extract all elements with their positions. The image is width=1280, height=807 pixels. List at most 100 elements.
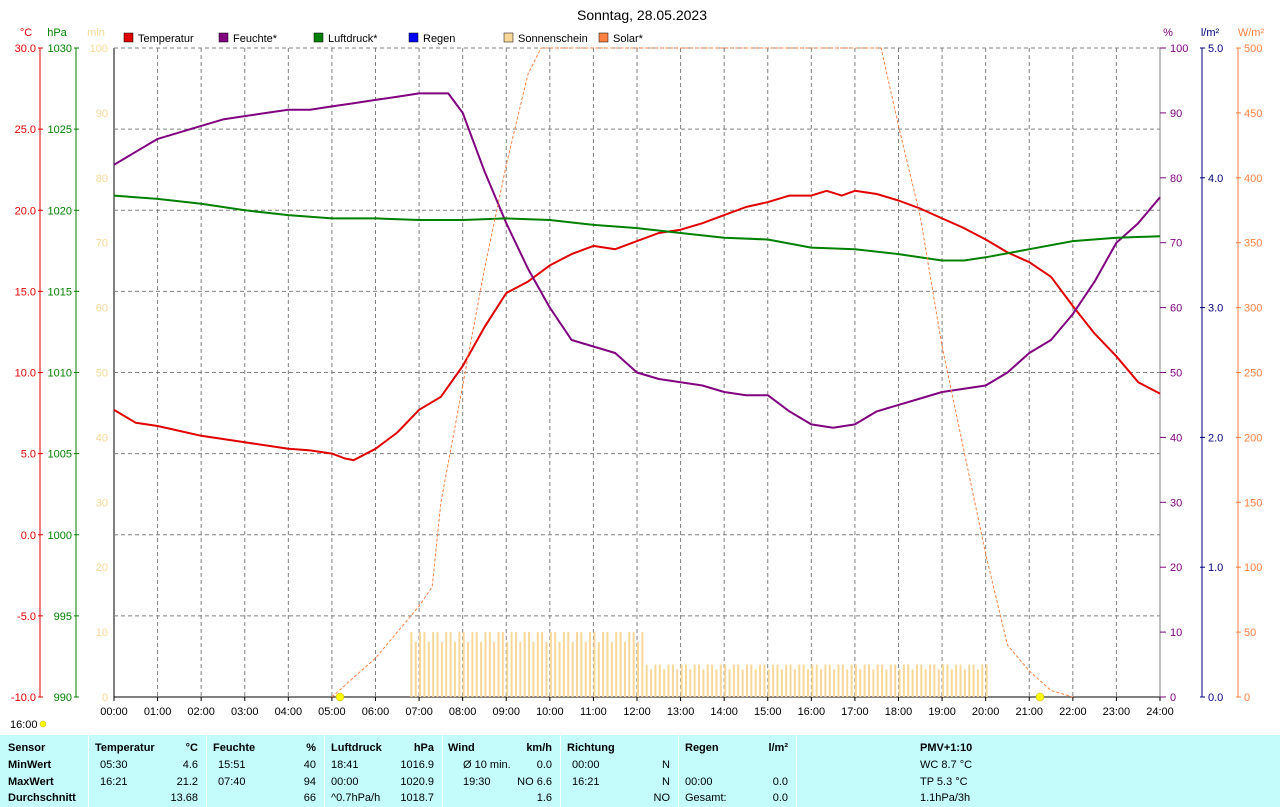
sunshine-bar — [567, 632, 570, 697]
sunshine-bar — [676, 669, 679, 697]
sunshine-bar — [985, 664, 988, 697]
legend-swatch-sonnenschein — [503, 32, 514, 43]
header-wind: Wind — [448, 742, 475, 754]
sunshine-bar — [445, 632, 448, 697]
humidity-tick-label: 50 — [1170, 368, 1182, 380]
solar-tick-label: 100 — [1244, 562, 1262, 574]
plot-grid — [113, 47, 1161, 698]
x-tick-label: 17:00 — [841, 706, 869, 718]
sunshine-bar — [859, 669, 862, 697]
solar-tick-label: 300 — [1244, 303, 1262, 315]
header-richtung: Richtung — [567, 742, 615, 754]
sunshine-bar — [493, 641, 496, 697]
stat-dir-time: 16:21 — [572, 776, 600, 788]
sunshine-bar — [584, 641, 587, 697]
pressure-tick-label: 1000 — [48, 530, 72, 542]
sunshine-bar — [528, 632, 531, 697]
sunshine-bar — [641, 632, 644, 697]
sunshine-bar — [924, 669, 927, 697]
x-tick-label: 06:00 — [362, 706, 390, 718]
unit-pressure: hPa — [47, 27, 67, 39]
humidity-tick-label: 20 — [1170, 562, 1182, 574]
humidity-tick-label: 0 — [1170, 692, 1176, 704]
sunshine-bar — [759, 664, 762, 697]
stat-dir-val: N — [662, 759, 670, 771]
legend-label-feuchte: Feuchte* — [233, 33, 278, 45]
x-tick-label: 05:00 — [318, 706, 346, 718]
stat-wind-val: 1.6 — [536, 792, 552, 804]
sunrise-icon — [335, 692, 345, 702]
header-regen: Regen — [685, 742, 719, 754]
sunshine-bar — [597, 641, 600, 697]
sunshine-bar — [449, 632, 452, 697]
sunshine-bar — [514, 632, 517, 697]
stat-temp-time: 16:21 — [100, 776, 128, 788]
sunshine-bar — [745, 664, 748, 697]
sunshine-bar — [724, 664, 727, 697]
sunshine-bar — [610, 641, 613, 697]
stat-rain-val: 0.0 — [772, 792, 788, 804]
sunshine-bar — [637, 641, 639, 697]
legend-label-regen: Regen — [423, 33, 455, 45]
sunshine-bar — [806, 669, 809, 697]
sun-marker-icon — [39, 720, 47, 728]
sunshine-bar — [907, 664, 910, 697]
axis-ticks: 00:00 01:00 02:00 03:00 04:00 05:00 06:00 07:00… — [11, 43, 1262, 718]
legend-swatch-temperatur — [123, 32, 134, 43]
sunshine-bar — [915, 664, 918, 697]
x-tick-label: 11:00 — [580, 706, 607, 718]
sunshine-bar — [689, 669, 692, 697]
sunshine-bar — [698, 664, 701, 697]
sunshine-bar — [798, 664, 801, 697]
sunshine-bar — [580, 632, 583, 697]
sunshine-bar — [824, 664, 827, 697]
sunshine-bar — [650, 669, 653, 697]
stat-pmv: TP 5.3 °C — [920, 776, 968, 788]
sunshine-bar — [519, 641, 522, 697]
header-luftdruck: Luftdruck — [331, 742, 382, 754]
sunshine-bar — [837, 664, 840, 697]
sunshine-bar — [645, 664, 648, 697]
x-tick-label: 04:00 — [275, 706, 303, 718]
x-tick-label: 01:00 — [144, 706, 172, 718]
sunshine-bar — [841, 664, 844, 697]
series-line-luftdruck — [113, 194, 1161, 262]
humidity-tick-label: 40 — [1170, 432, 1182, 444]
sunshine-bar — [719, 664, 722, 697]
pressure-tick-label: 990 — [54, 692, 72, 704]
legend-label-temperatur: Temperatur — [138, 33, 194, 45]
humidity-tick-label: 70 — [1170, 238, 1182, 250]
pressure-tick-label: 1005 — [48, 449, 72, 461]
legend-label-luftdruck: Luftdruck* — [328, 33, 378, 45]
x-tick-label: 02:00 — [187, 706, 215, 718]
solar-tick-label: 400 — [1244, 173, 1262, 185]
sunshine-bar — [427, 641, 430, 697]
sunshine-bar — [497, 632, 500, 697]
sunshine-bar — [458, 632, 461, 697]
temperature-tick-label: 25.0 — [15, 124, 36, 136]
sunshine-bar — [780, 669, 783, 697]
sunshine-bar — [920, 664, 923, 697]
stat-wind-val: 0.0 — [536, 759, 552, 771]
series-line-temperatur — [113, 189, 1161, 462]
sunshine-bar — [876, 664, 879, 697]
sunshine-bar — [414, 641, 417, 697]
legend-swatch-luftdruck — [313, 32, 324, 43]
sunshine-bar — [894, 664, 897, 697]
stat-wind-label: Ø 10 min. — [463, 759, 511, 771]
sunshine-bar — [942, 664, 945, 697]
solar-tick-label: 50 — [1244, 627, 1256, 639]
stat-press-time: 00:00 — [331, 776, 359, 788]
header-feuchte-unit: % — [306, 742, 316, 754]
solar-tick-label: 200 — [1244, 432, 1262, 444]
sunrise-time-label: 16:00 — [10, 719, 38, 731]
unit-rain: l/m² — [1201, 27, 1220, 39]
sunshine-bar — [475, 632, 478, 697]
sunshine-bar — [480, 641, 483, 697]
sunshine-bar — [867, 664, 870, 697]
sunshine-bar — [793, 669, 796, 697]
stat-hum-time: 15:51 — [218, 759, 246, 771]
sunshine-bar — [963, 669, 966, 697]
stat-label: MaxWert — [8, 776, 54, 788]
sunshine-bar — [506, 641, 509, 697]
